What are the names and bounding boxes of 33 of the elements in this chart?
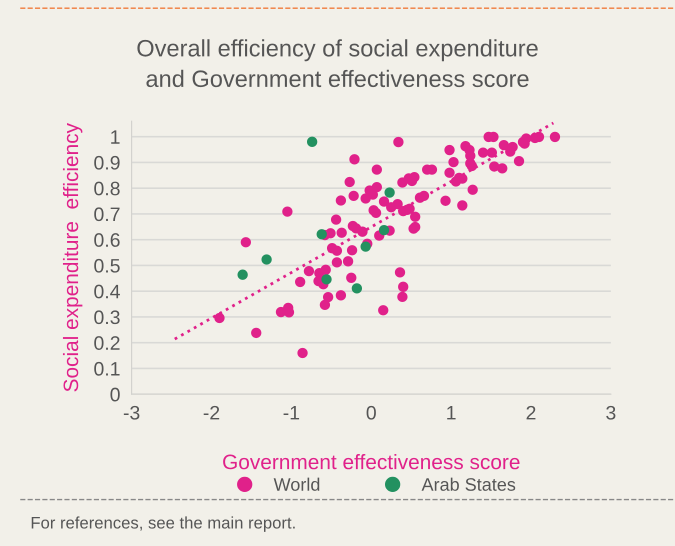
point bbox=[378, 225, 390, 236]
point bbox=[352, 283, 362, 294]
point bbox=[306, 136, 318, 147]
y-tick-label: 0.1 bbox=[94, 362, 120, 376]
x-tick-label: 0 bbox=[366, 406, 376, 420]
text: For references, see the main report. bbox=[32, 516, 295, 532]
chart-title: Overall efficiency of social expenditure and Government effectiveness score bbox=[137, 39, 538, 88]
x-tick-label: 1 bbox=[447, 406, 456, 420]
x-tick-label: 3 bbox=[606, 406, 616, 420]
y-axis-title: Social expenditure efficiency bbox=[62, 123, 82, 392]
y-tick-label: 0.6 bbox=[94, 233, 120, 247]
legend-label: World bbox=[274, 478, 320, 491]
point bbox=[360, 241, 371, 252]
x-tick-label: 2 bbox=[526, 406, 536, 420]
point bbox=[316, 229, 327, 240]
y-tick-label: 0.8 bbox=[94, 182, 120, 196]
point bbox=[238, 270, 248, 280]
y-tick-label: 0 bbox=[110, 388, 120, 402]
point bbox=[384, 187, 395, 198]
y-tick-label: 0.2 bbox=[94, 336, 120, 350]
y-tick-label: 1 bbox=[111, 130, 120, 144]
y-tick-label: 0.9 bbox=[94, 156, 120, 170]
x-tick-label: -1 bbox=[284, 406, 300, 420]
y-tick-label: 0.3 bbox=[94, 310, 120, 324]
y-tick-label: 0.4 bbox=[94, 284, 120, 298]
x-tick-label: -2 bbox=[204, 406, 220, 420]
point bbox=[261, 254, 272, 265]
x-axis-title: Government effectiveness score bbox=[223, 454, 520, 470]
y-tick-label: 0.5 bbox=[94, 258, 120, 273]
legend-label: Arab States bbox=[422, 478, 516, 491]
x-tick-label: -3 bbox=[124, 406, 140, 420]
y-tick-label: 0.7 bbox=[94, 207, 120, 222]
point bbox=[321, 274, 332, 284]
